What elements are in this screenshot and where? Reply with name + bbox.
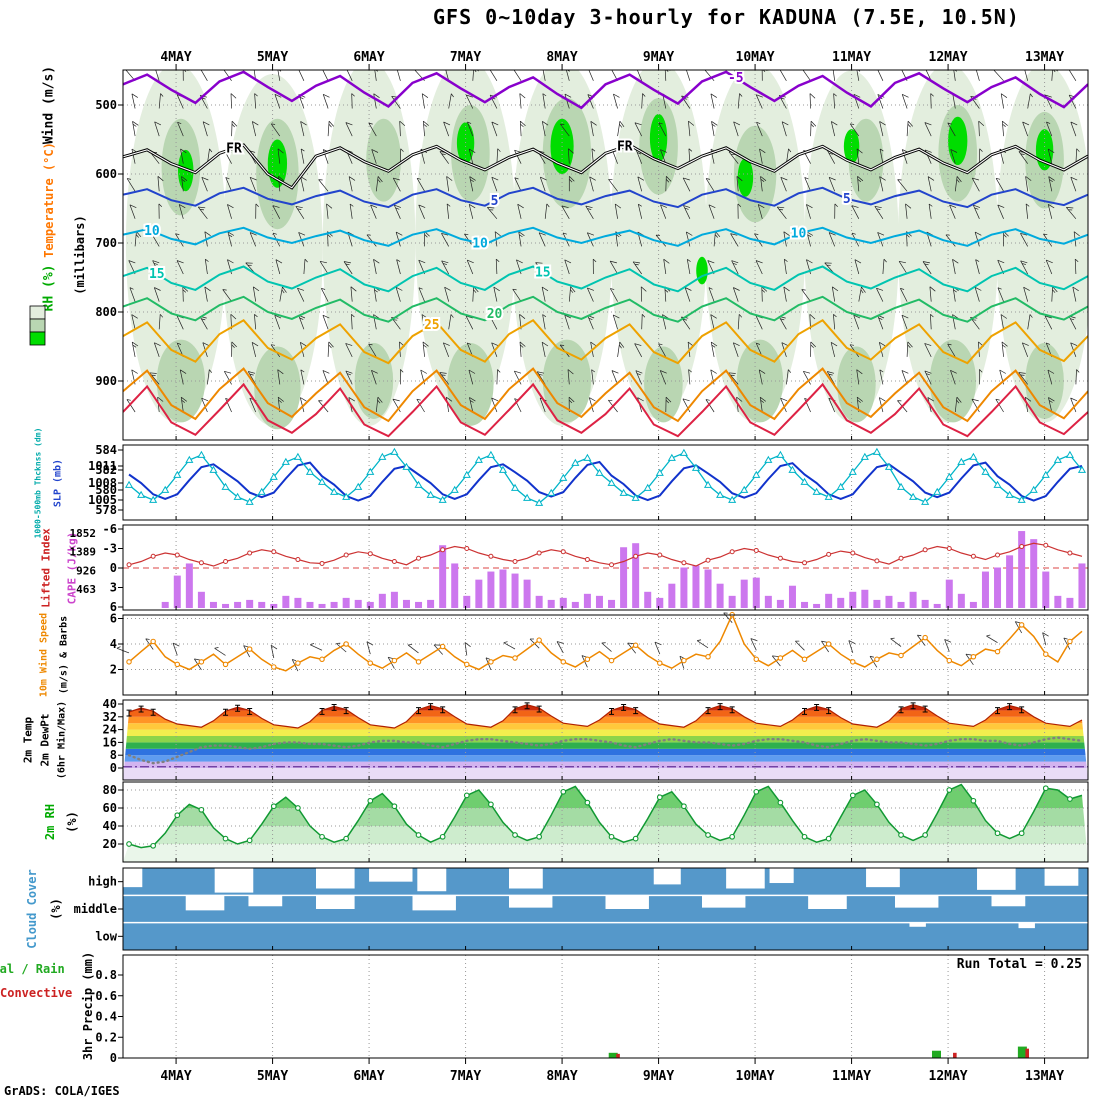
svg-text:10MAY: 10MAY [736,1069,775,1084]
svg-text:600: 600 [95,167,117,181]
precip-panel: Run Total = 0.25 0.8 0.6 0.4 0.2 0 [95,954,1089,1065]
svg-text:middle: middle [74,902,117,916]
svg-text:10: 10 [144,224,160,239]
svg-text:578: 578 [95,503,117,517]
cloud-panel: high middle low [74,867,1089,951]
svg-text:1011: 1011 [88,459,117,473]
credit: GrADS: COLA/IGES [4,1084,120,1098]
svg-text:80: 80 [103,783,117,797]
svg-text:-5: -5 [728,71,744,86]
svg-text:0.8: 0.8 [95,968,117,982]
svg-text:12MAY: 12MAY [929,1069,968,1084]
upper-air-panel: -5 FR FR 5 5 10 10 10 15 15 20 25 [123,70,1088,440]
page-title: GFS 0~10day 3-hourly for KADUNA (7.5E, 1… [433,5,1020,29]
svg-text:6: 6 [110,600,117,614]
rh-colorbar [29,305,46,346]
svg-text:FR: FR [617,140,633,155]
svg-text:9MAY: 9MAY [643,1069,674,1084]
svg-text:low: low [95,929,117,943]
svg-text:11MAY: 11MAY [832,1069,871,1084]
svg-text:7MAY: 7MAY [450,1069,481,1084]
svg-text:20: 20 [103,837,117,851]
svg-text:7MAY: 7MAY [450,50,481,65]
svg-text:15: 15 [149,267,165,282]
li-cape-panel: -6 -3 0 3 6 1852 1389 926 463 [70,522,1089,614]
svg-text:25: 25 [424,318,440,333]
svg-text:10: 10 [791,226,807,241]
slp-thickness-panel: 584 582 580 578 1011 1008 1005 [88,443,1089,521]
run-total: Run Total = 0.25 [957,957,1082,972]
svg-text:40: 40 [103,819,117,833]
svg-text:12MAY: 12MAY [929,50,968,65]
label-total-rain: Total / Rain [0,962,65,976]
svg-text:463: 463 [76,583,96,596]
svg-text:582: 582 [95,463,117,477]
svg-text:4: 4 [110,637,117,651]
svg-text:6MAY: 6MAY [353,1069,384,1084]
svg-text:24: 24 [103,723,117,737]
svg-text:5MAY: 5MAY [257,1069,288,1084]
svg-text:6: 6 [110,612,117,626]
rh2m-panel: 80 60 40 20 [103,781,1089,863]
svg-text:0: 0 [110,1051,117,1065]
svg-text:5MAY: 5MAY [257,50,288,65]
svg-text:0.6: 0.6 [95,989,117,1003]
svg-text:6MAY: 6MAY [353,50,384,65]
svg-text:8MAY: 8MAY [546,50,577,65]
svg-text:0: 0 [110,761,117,775]
label-convective: Convective [0,986,73,1000]
svg-text:800: 800 [95,305,117,319]
svg-text:32: 32 [103,710,117,724]
svg-text:-3: -3 [103,542,117,556]
svg-text:1852: 1852 [70,527,97,540]
x-axis-bottom: 4MAY 5MAY 6MAY 7MAY 8MAY 9MAY 10MAY 11MAY 12MAY 1… [160,1058,1064,1084]
svg-text:13MAY: 13MAY [1025,50,1064,65]
svg-text:580: 580 [95,483,117,497]
svg-text:0.2: 0.2 [95,1030,117,1044]
svg-text:FR: FR [226,141,242,156]
x-axis-top: 4MAY 5MAY 6MAY 7MAY 8MAY 9MAY 10MAY 11MAY 12MAY 1… [160,50,1064,70]
svg-text:584: 584 [95,443,117,457]
svg-text:11MAY: 11MAY [832,50,871,65]
svg-text:16: 16 [103,735,117,749]
svg-text:-6: -6 [103,522,117,536]
svg-text:15: 15 [535,266,551,281]
svg-text:high: high [88,875,117,889]
svg-text:3: 3 [110,581,117,595]
svg-text:4MAY: 4MAY [160,50,191,65]
svg-text:700: 700 [95,236,117,250]
svg-text:500: 500 [95,98,117,112]
svg-text:1005: 1005 [88,493,117,507]
svg-text:20: 20 [487,307,503,322]
svg-text:0: 0 [110,561,117,575]
wind10m-panel: 6 4 2 [110,612,1089,696]
svg-text:8MAY: 8MAY [546,1069,577,1084]
svg-text:10MAY: 10MAY [736,50,775,65]
svg-text:40: 40 [103,697,117,711]
svg-text:1008: 1008 [88,476,117,490]
svg-text:8: 8 [110,748,117,762]
svg-text:9MAY: 9MAY [643,50,674,65]
svg-text:5: 5 [843,192,851,207]
svg-text:4MAY: 4MAY [160,1069,191,1084]
svg-text:2: 2 [110,663,117,677]
svg-text:13MAY: 13MAY [1025,1069,1064,1084]
svg-text:60: 60 [103,801,117,815]
svg-text:5: 5 [491,194,499,209]
svg-text:926: 926 [76,564,96,577]
svg-text:0.4: 0.4 [95,1010,117,1024]
svg-text:900: 900 [95,374,117,388]
svg-text:10: 10 [472,236,488,251]
svg-text:1389: 1389 [70,546,97,559]
